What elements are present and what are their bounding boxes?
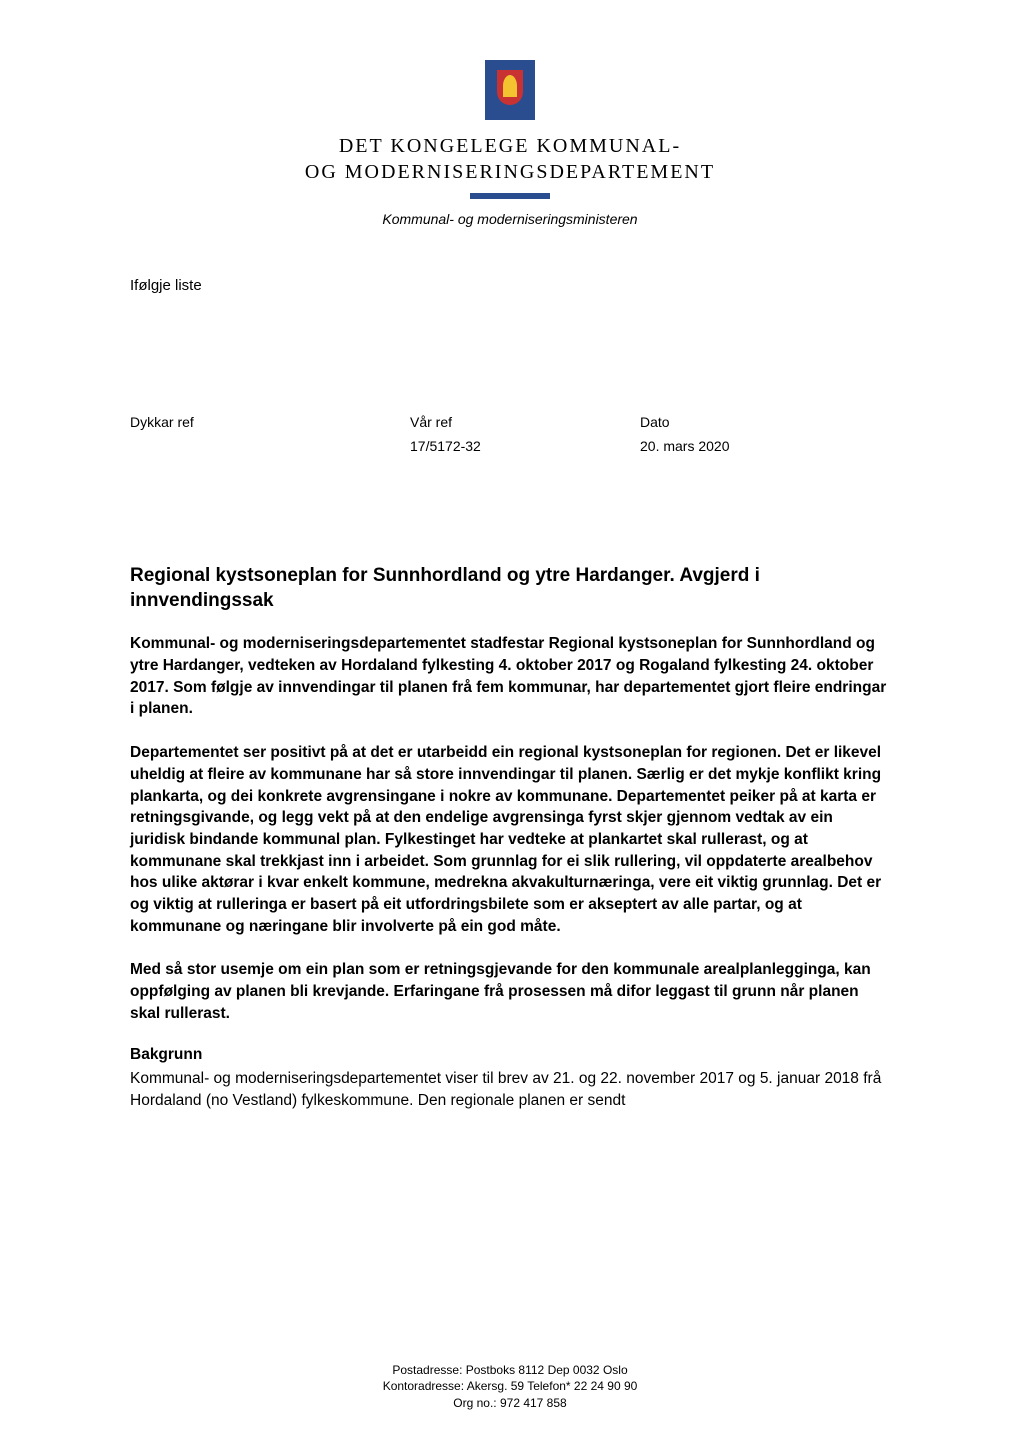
bakgrunn-heading: Bakgrunn xyxy=(130,1046,890,1064)
footer-line1: Postadresse: Postboks 8112 Dep 0032 Oslo xyxy=(0,1362,1020,1379)
ref-dykkar-col: Dykkar ref xyxy=(130,414,410,454)
ref-dato-value: 20. mars 2020 xyxy=(640,438,890,454)
paragraph-3: Med så stor usemje om ein plan som er re… xyxy=(130,959,890,1024)
reference-row: Dykkar ref Vår ref 17/5172-32 Dato 20. m… xyxy=(130,414,890,454)
ref-var-value: 17/5172-32 xyxy=(410,438,640,454)
divider-bar xyxy=(470,193,550,199)
minister-title: Kommunal- og moderniseringsministeren xyxy=(130,211,890,227)
ref-dykkar-label: Dykkar ref xyxy=(130,414,410,430)
ref-var-label: Vår ref xyxy=(410,414,640,430)
footer-line3: Org no.: 972 417 858 xyxy=(0,1395,1020,1412)
dept-line2: OG MODERNISERINGSDEPARTEMENT xyxy=(130,159,890,185)
recipient-line: Ifølgje liste xyxy=(130,277,890,294)
coat-of-arms-icon xyxy=(485,60,535,120)
page-footer: Postadresse: Postboks 8112 Dep 0032 Oslo… xyxy=(0,1362,1020,1412)
paragraph-1: Kommunal- og moderniseringsdepartementet… xyxy=(130,633,890,720)
document-title: Regional kystsoneplan for Sunnhordland o… xyxy=(130,564,890,613)
department-name: DET KONGELEGE KOMMUNAL- OG MODERNISERING… xyxy=(130,133,890,185)
paragraph-4: Kommunal- og moderniseringsdepartementet… xyxy=(130,1068,890,1111)
ref-dato-col: Dato 20. mars 2020 xyxy=(640,414,890,454)
paragraph-2: Departementet ser positivt på at det er … xyxy=(130,742,890,937)
ref-var-col: Vår ref 17/5172-32 xyxy=(410,414,640,454)
footer-line2: Kontoradresse: Akersg. 59 Telefon* 22 24… xyxy=(0,1378,1020,1395)
dept-line1: DET KONGELEGE KOMMUNAL- xyxy=(130,133,890,159)
document-header: DET KONGELEGE KOMMUNAL- OG MODERNISERING… xyxy=(130,60,890,227)
ref-dato-label: Dato xyxy=(640,414,890,430)
